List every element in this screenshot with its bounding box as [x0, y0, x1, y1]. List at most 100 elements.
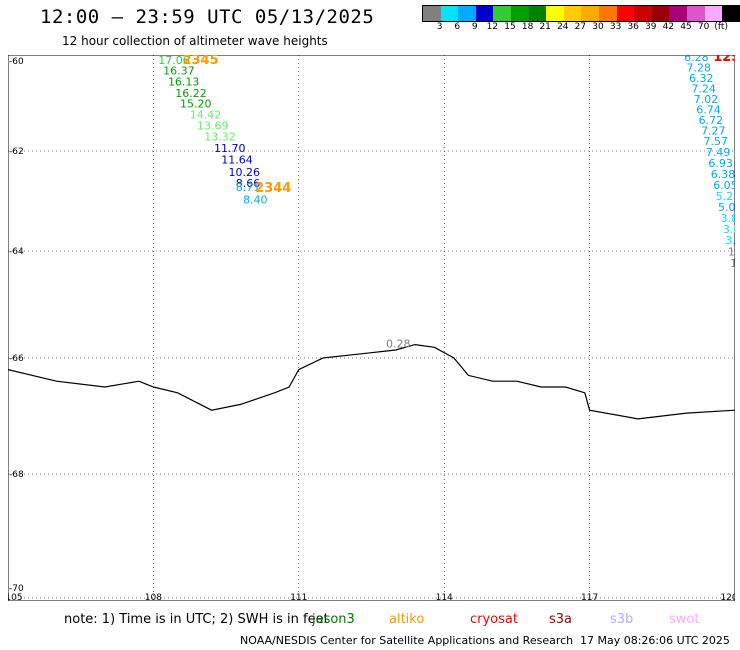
- lon-tick-label: 120: [720, 593, 735, 601]
- colorbar-swatch: [475, 6, 494, 21]
- colorbar-tick-label: 3: [436, 22, 443, 32]
- wave-height-value: 1.78: [728, 245, 735, 258]
- wave-height-value: 6.38: [711, 168, 735, 181]
- colorbar-tick-label: 33: [609, 22, 622, 32]
- colorbar-swatch: [510, 6, 529, 21]
- wave-height-value: 15.20: [180, 97, 212, 110]
- lat-tick-label: -60: [9, 57, 24, 67]
- wave-height-value: 7.57: [703, 135, 728, 148]
- lat-tick-label: -70: [9, 584, 24, 594]
- wave-height-value: 6.74: [696, 104, 721, 117]
- map-title: 12:00 – 23:59 UTC 05/13/2025: [40, 6, 375, 28]
- wave-height-value: 11.70: [214, 142, 246, 155]
- colorbar-swatch: [634, 6, 652, 21]
- colorbar-swatch: [493, 6, 511, 21]
- lat-tick-label: -66: [9, 354, 24, 364]
- mission-legend-item: s3a: [549, 612, 573, 627]
- colorbar-swatch: [722, 6, 740, 21]
- colorbar-tick-label: 27: [574, 22, 587, 32]
- colorbar-swatch: [563, 6, 582, 21]
- altimeter-tracks: 17.0616.3716.1316.2215.2014.4213.6913.32…: [158, 55, 735, 350]
- colorbar-tick-label: 15: [504, 22, 516, 32]
- mission-legend-item: cryosat: [470, 612, 518, 627]
- colorbar-labels: 3 6 9 12 15 18 21 24 27 30 33 36 39 42 45 70 (ft): [422, 22, 740, 34]
- lon-tick-label: 117: [581, 593, 598, 601]
- colorbar-tick-label: (ft): [714, 22, 728, 32]
- map-frame: [8, 55, 735, 601]
- axis-labels: 105 108 111 114 117 120 -60 -62 -64 -66 -68 -70: [8, 57, 735, 601]
- graticule: [8, 55, 735, 601]
- colorbar-tick-label: 9: [471, 22, 478, 32]
- wave-height-value: 8.71: [236, 181, 261, 194]
- colorbar-tick-label: 12: [486, 22, 499, 32]
- mission-legend-item: swot: [669, 612, 700, 627]
- pass-time-label: 1257: [713, 55, 735, 65]
- wave-height-value: 16.13: [168, 76, 200, 89]
- colorbar-tick-label: 42: [662, 22, 675, 32]
- wave-height-value: 8.66: [236, 177, 261, 190]
- wave-height-map: 105 108 111 114 117 120 -60 -62 -64 -66 -68 -70 17.…: [8, 55, 735, 601]
- lon-tick-label: 105: [8, 593, 23, 601]
- colorbar-swatch: [440, 6, 459, 21]
- mission-legend-item: jason3: [312, 612, 355, 627]
- map-subtitle: 12 hour collection of altimeter wave hei…: [62, 34, 328, 48]
- lat-tick-label: -62: [9, 147, 24, 157]
- pass-time-label: 2345: [182, 55, 218, 68]
- wave-height-value: 6.28: [684, 55, 709, 64]
- wave-height-value: 13.69: [197, 119, 229, 132]
- wave-height-value: 7.49: [706, 146, 731, 159]
- wave-height-value: 3.85: [723, 223, 735, 236]
- wave-height-colorbar: [422, 5, 740, 22]
- colorbar-swatch: [669, 6, 687, 21]
- wave-height-value: 7.24: [691, 82, 716, 95]
- wave-height-value: 5.27: [716, 190, 735, 203]
- lat-tick-label: -68: [9, 470, 24, 480]
- wave-height-value: 16.37: [163, 65, 195, 78]
- colorbar-swatch: [616, 6, 635, 21]
- wave-height-value: 11.64: [221, 154, 253, 167]
- mission-legend-item: s3b: [610, 612, 634, 627]
- lon-tick-label: 108: [145, 593, 162, 601]
- mission-legend-item: altiko: [389, 612, 425, 627]
- colorbar-tick-label: 24: [557, 22, 569, 32]
- colorbar-tick-label: 45: [680, 22, 692, 32]
- wave-height-value: 6.93: [708, 157, 733, 170]
- wave-height-value: 14.42: [190, 108, 222, 121]
- lat-tick-label: -64: [9, 247, 24, 257]
- colorbar-tick-label: 6: [454, 22, 461, 32]
- wave-height-value: 6.05: [713, 179, 735, 192]
- colorbar-tick-label: 36: [627, 22, 639, 32]
- wave-height-value: 3.09: [725, 234, 735, 247]
- credit-line: NOAA/NESDIS Center for Satellite Applica…: [240, 634, 574, 647]
- wave-height-value: 7.02: [694, 93, 719, 106]
- colorbar-swatch: [546, 6, 564, 21]
- colorbar-swatch: [651, 6, 670, 21]
- wave-height-value: 13.32: [204, 130, 236, 143]
- colorbar-swatch: [598, 6, 617, 21]
- colorbar-tick-label: 30: [592, 22, 604, 32]
- antarctic-coastline: [8, 343, 735, 420]
- footer-note: note: 1) Time is in UTC; 2) SWH is in fe…: [64, 612, 329, 627]
- colorbar-swatch: [581, 6, 599, 21]
- generation-timestamp: 17 May 08:26:06 UTC 2025: [580, 634, 730, 647]
- colorbar-swatch: [704, 6, 723, 21]
- wave-height-value: 8.40: [243, 194, 268, 207]
- lon-tick-label: 114: [436, 593, 453, 601]
- wave-height-value: 7.28: [687, 61, 712, 74]
- wave-height-value: 10.26: [229, 166, 260, 179]
- wave-height-value: 6.72: [699, 114, 724, 127]
- colorbar-tick-label: 21: [539, 22, 551, 32]
- colorbar-swatch: [686, 6, 705, 21]
- colorbar-swatch: [423, 6, 441, 21]
- wave-height-value: 5.00: [718, 201, 735, 214]
- wave-height-value: 16.22: [175, 87, 207, 100]
- wave-height-value: 6.32: [689, 72, 714, 85]
- colorbar-swatch: [458, 6, 476, 21]
- wave-height-value: 7.27: [701, 125, 726, 138]
- wave-height-value: 3.86: [720, 212, 735, 225]
- wave-height-value: 1.32: [730, 257, 735, 270]
- colorbar-tick-label: 70: [697, 22, 710, 32]
- pass-time-label: 2344: [255, 181, 291, 196]
- colorbar-swatch: [528, 6, 547, 21]
- wave-height-value: 17.06: [158, 55, 190, 67]
